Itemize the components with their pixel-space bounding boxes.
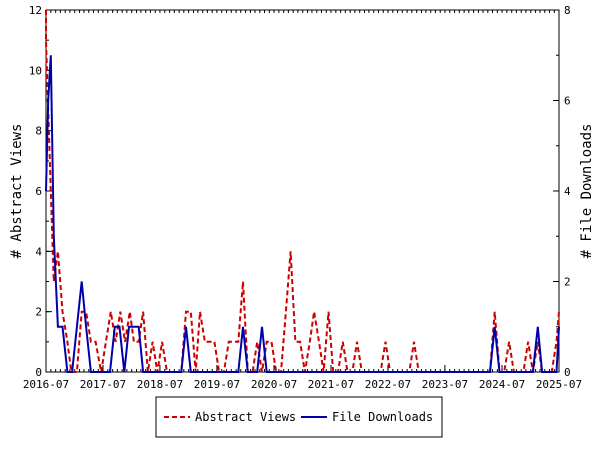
- y-left-axis-title: # Abstract Views: [9, 124, 25, 259]
- series-line-file-downloads: [45, 55, 560, 373]
- legend-label-abstract-views: Abstract Views: [195, 410, 296, 424]
- legend-box: [155, 396, 443, 438]
- y-right-tick-label: 4: [564, 185, 571, 198]
- x-tick-label: 2018-07: [137, 378, 183, 391]
- y-right-tick-label: 8: [564, 4, 571, 17]
- y-right-tick-label: 6: [564, 95, 571, 108]
- y-left-tick-label: 6: [35, 185, 42, 198]
- x-tick-label: 2020-07: [251, 378, 297, 391]
- y-left-tick-label: 0: [35, 366, 42, 379]
- x-tick-label: 2017-07: [80, 378, 126, 391]
- plot-area: [45, 9, 560, 373]
- x-tick-label: 2023-07: [422, 378, 468, 391]
- x-tick-label: 2016-07: [23, 378, 69, 391]
- legend-label-file-downloads: File Downloads: [332, 410, 433, 424]
- x-tick-label: 2021-07: [308, 378, 354, 391]
- x-tick-label: 2019-07: [194, 378, 240, 391]
- y-left-tick-label: 8: [35, 125, 42, 138]
- y-right-tick-label: 0: [564, 366, 571, 379]
- x-tick-label: 2025-07: [536, 378, 582, 391]
- x-tick-label: 2022-07: [365, 378, 411, 391]
- y-right-axis-title: # File Downloads: [579, 124, 595, 259]
- y-left-tick-label: 12: [29, 4, 42, 17]
- y-left-tick-label: 2: [35, 306, 42, 319]
- y-left-tick-label: 4: [35, 245, 42, 258]
- y-left-tick-label: 10: [29, 64, 42, 77]
- x-tick-label: 2024-07: [479, 378, 525, 391]
- y-right-tick-label: 2: [564, 276, 571, 289]
